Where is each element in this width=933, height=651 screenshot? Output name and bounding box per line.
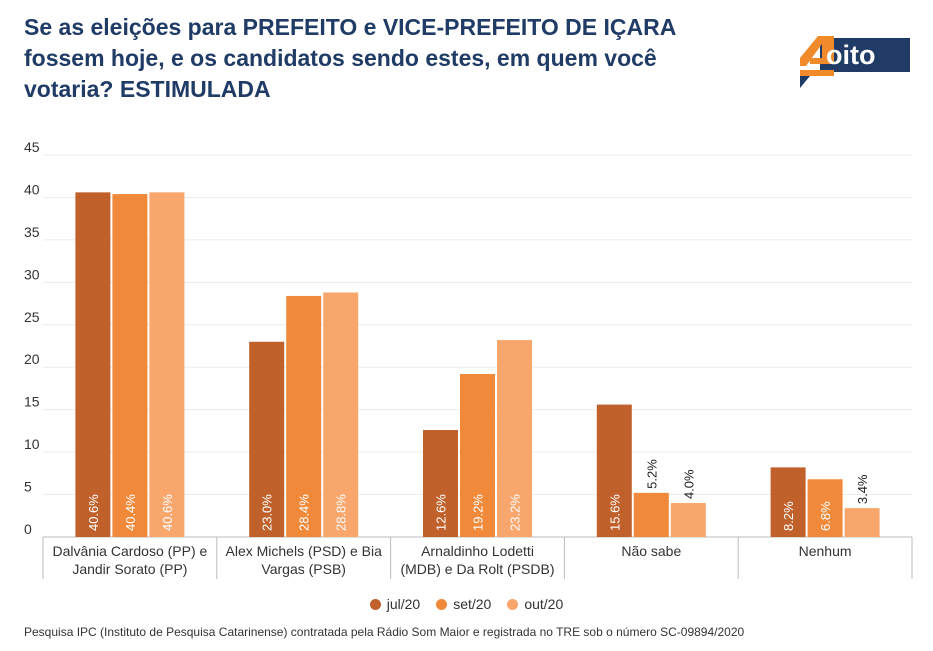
y-tick-label: 15: [24, 394, 40, 410]
y-tick-label: 35: [24, 224, 40, 240]
data-label: 23.0%: [260, 494, 275, 531]
category-label: Arnaldinho Lodetti: [421, 543, 534, 559]
y-tick-label: 10: [24, 436, 40, 452]
data-label: 28.4%: [297, 494, 312, 531]
bar: [75, 192, 111, 537]
data-label: 19.2%: [471, 494, 486, 531]
data-label: 40.4%: [123, 494, 138, 531]
category-label: Alex Michels (PSD) e Bia: [226, 543, 383, 559]
data-label: 4.0%: [681, 469, 696, 499]
data-label: 3.4%: [855, 474, 870, 504]
bar: [249, 341, 285, 537]
data-label: 8.2%: [781, 501, 796, 531]
y-tick-label: 30: [24, 266, 40, 282]
legend-label: jul/20: [386, 596, 421, 612]
category-label: Nenhum: [799, 543, 852, 559]
category-label: Jandir Sorato (PP): [72, 561, 187, 577]
bar: [460, 374, 495, 537]
y-tick-labels: 0 5 10 15 20 25 30 35 40 45: [24, 139, 40, 537]
y-tick-label: 0: [24, 521, 32, 537]
bar: [497, 340, 532, 537]
category-label: Dalvânia Cardoso (PP) e: [52, 543, 207, 559]
chart-title: Se as eleições para PREFEITO e VICE-PREF…: [24, 14, 676, 102]
legend-label: out/20: [524, 596, 564, 612]
bar: [286, 295, 322, 537]
bar: [112, 194, 148, 537]
y-tick-label: 25: [24, 309, 40, 325]
legend-swatch: [507, 599, 519, 610]
data-label: 6.8%: [818, 501, 833, 531]
legend-swatch: [436, 599, 448, 610]
y-tick-label: 40: [24, 181, 40, 197]
data-label: 15.6%: [607, 494, 622, 531]
bar: [596, 404, 632, 537]
logo-text: oito: [826, 40, 876, 70]
data-label: 5.2%: [644, 459, 659, 489]
bar: [149, 192, 185, 537]
brand-logo: oito: [796, 36, 910, 88]
logo-four-icon: [800, 36, 834, 88]
bar: [423, 430, 458, 537]
bars: 40.6% 40.4% 40.6% 23.0% 28.4% 28.8% 12.6% 19.2%…: [75, 192, 880, 537]
legend-label: set/20: [453, 596, 492, 612]
legend-item: jul/20: [369, 596, 421, 612]
data-label: 28.8%: [334, 494, 349, 531]
y-tick-label: 20: [24, 351, 40, 367]
category-labels: Dalvânia Cardoso (PP) e Jandir Sorato (PP…: [42, 537, 913, 579]
legend: jul/20 set/20 out/20: [0, 596, 933, 612]
data-label: 12.6%: [434, 494, 449, 531]
bar: [770, 467, 806, 537]
bar: [633, 492, 669, 537]
logo-box: [820, 38, 910, 72]
data-label: 23.2%: [508, 494, 523, 531]
legend-swatch: [369, 599, 381, 610]
data-label: 40.6%: [86, 494, 101, 531]
category-label: (MDB) e Da Rolt (PSDB): [400, 561, 554, 577]
category-label: Vargas (PSB): [261, 561, 346, 577]
bar: [323, 292, 359, 537]
data-label: 40.6%: [160, 494, 175, 531]
category-label: Não sabe: [621, 543, 681, 559]
bar: [807, 479, 843, 537]
y-tick-label: 5: [24, 479, 32, 495]
legend-item: out/20: [507, 596, 563, 612]
y-tick-label: 45: [24, 139, 40, 155]
bar-chart: 0 5 10 15 20 25 30 35 40 45 40.6% 40.4% 40.6% 23.0% 2…: [24, 139, 913, 579]
legend-item: set/20: [436, 596, 491, 612]
footnote: Pesquisa IPC (Instituto de Pesquisa Cata…: [24, 625, 745, 639]
bar: [670, 503, 706, 537]
bar: [844, 508, 880, 537]
